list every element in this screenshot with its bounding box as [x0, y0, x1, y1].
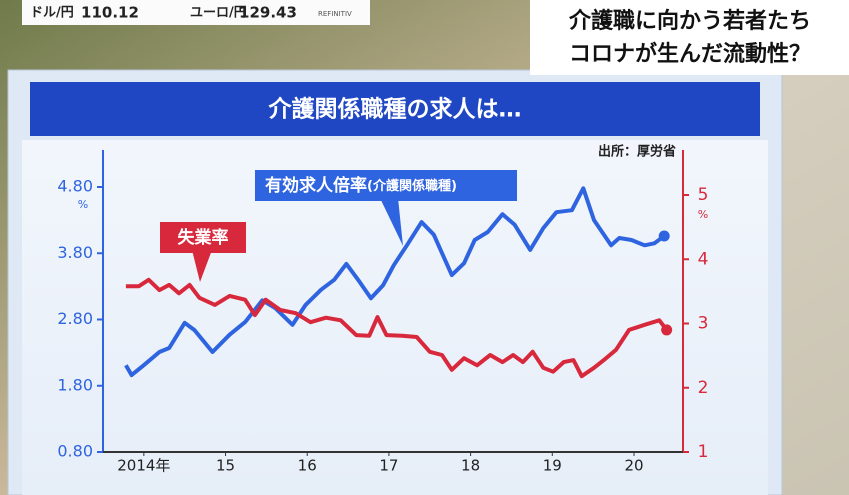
x-tick-label: 2014年 [117, 457, 170, 475]
y2-unit: % [698, 208, 708, 221]
callout-pointer [380, 198, 403, 246]
x-tick-label: 15 [216, 457, 235, 475]
caption-line: コロナが生んだ流動性？ [569, 41, 811, 67]
y2-tick-label: 4 [698, 249, 709, 269]
legend-note: (介護関係職種) [367, 178, 457, 194]
y-tick-label: 3.80 [57, 243, 93, 262]
series-line [125, 277, 669, 379]
y-tick-label: 1.80 [57, 375, 93, 394]
y-tick-label: 2.80 [57, 309, 93, 328]
x-tick-label: 18 [461, 457, 480, 475]
ticker-label: ドル/円 [30, 6, 74, 21]
x-tick-label: 16 [298, 457, 317, 475]
ticker-value: 129.43 [239, 4, 297, 22]
legend-name: 有効求人倍率 [265, 175, 367, 196]
callout-box [160, 222, 246, 253]
y-unit: % [78, 198, 88, 211]
x-tick-label: 19 [543, 457, 562, 475]
y2-tick-label: 1 [698, 442, 709, 462]
title-bar [30, 82, 760, 136]
legend-label: 失業率 [178, 227, 229, 248]
caption-line: 介護職に向かう若者たち [568, 8, 811, 34]
x-tick-label: 20 [624, 457, 643, 475]
ticker-bar [22, 0, 370, 25]
end-marker [658, 230, 670, 242]
y2-tick-label: 5 [698, 185, 709, 205]
y-tick-label: 0.80 [57, 442, 93, 461]
callout-box [255, 170, 517, 201]
callout-pointer [192, 250, 212, 282]
ticker-value: 110.12 [81, 4, 139, 22]
caption-box [530, 0, 849, 75]
legend-label: 有効求人倍率(介護関係職種) [265, 175, 457, 196]
source-note: 出所：厚労省 [598, 144, 676, 160]
ticker-label: ユーロ/円 [190, 6, 247, 21]
end-marker [661, 324, 673, 336]
y-tick-label: 4.80 [57, 177, 93, 196]
studio-wall [780, 60, 849, 495]
plot: 0.80 1.80 2.80 3.80 4.80% 1 2 3 4 5% 2014年 15 16 17 18… [57, 150, 708, 475]
x-tick-label: 17 [379, 457, 398, 475]
chart-title: 介護関係職種の求人は… [268, 96, 522, 123]
ticker-source: REFINITIV [318, 10, 352, 18]
series-line [124, 186, 666, 378]
y2-tick-label: 3 [698, 314, 709, 334]
y2-tick-label: 2 [698, 378, 709, 398]
